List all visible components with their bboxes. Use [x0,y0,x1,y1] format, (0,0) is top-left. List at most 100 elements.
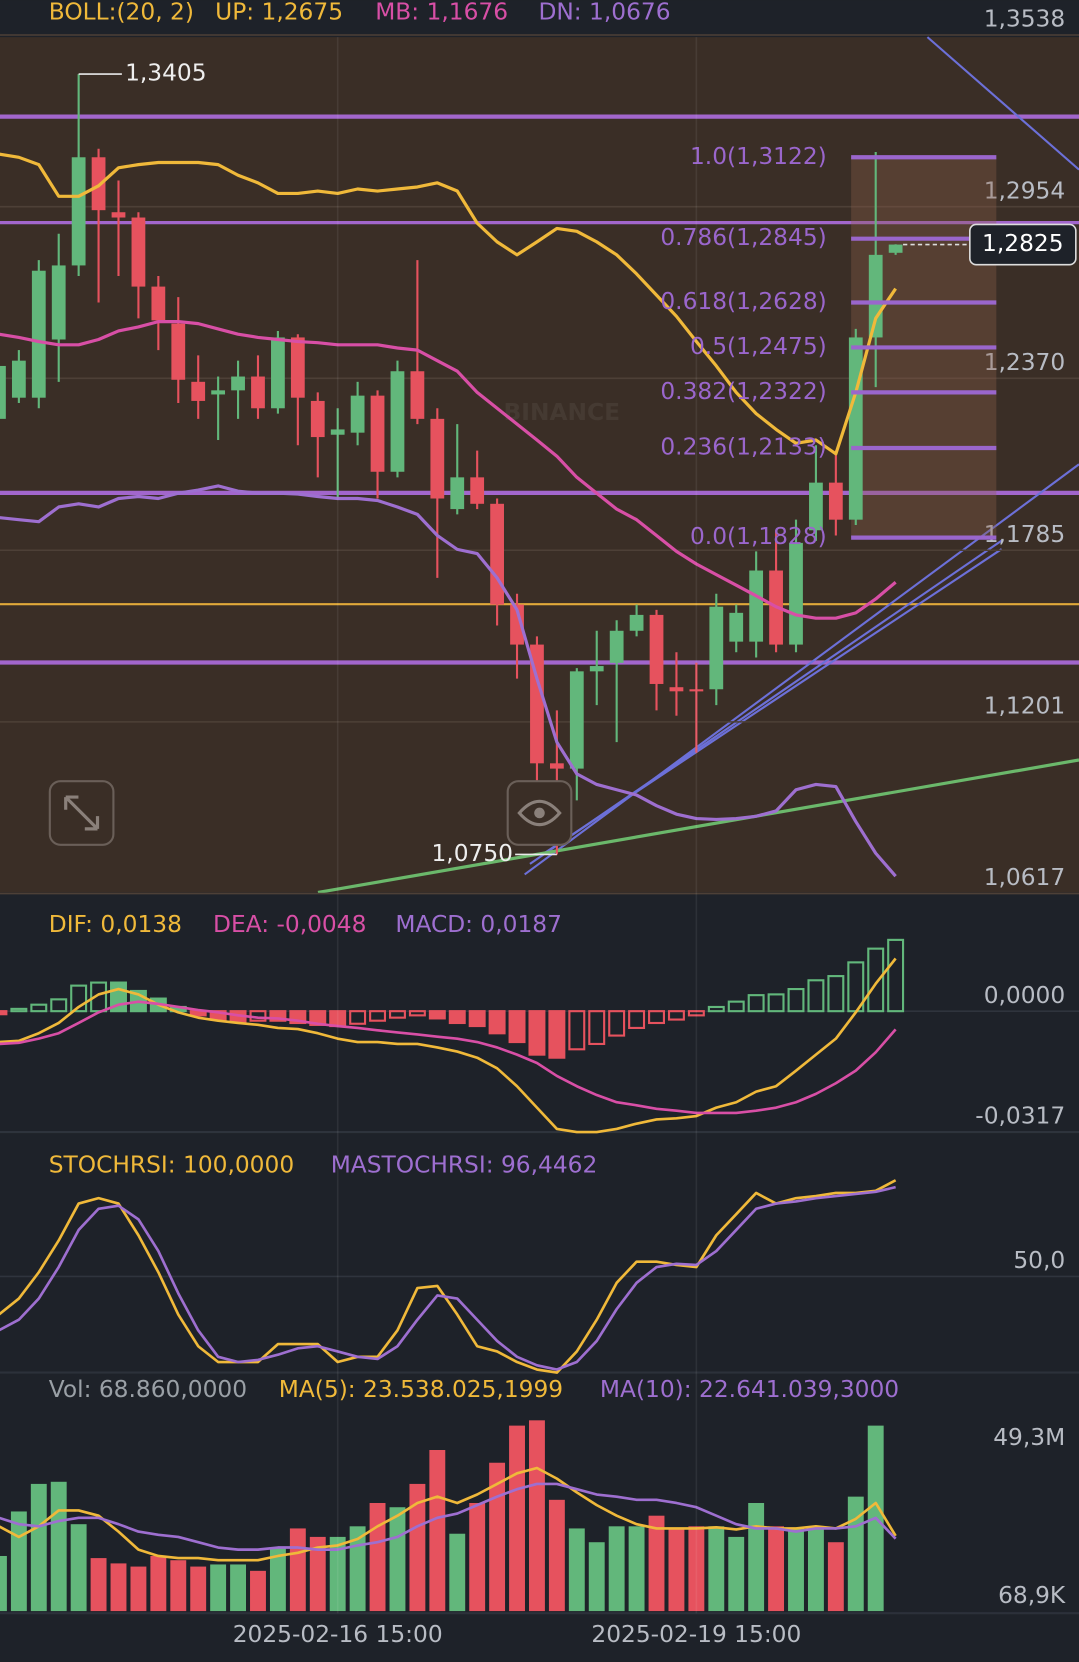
volume-bar [10,1511,27,1612]
candle-body [629,614,644,631]
legend-entry: MA(10): 22.641.039,3000 [600,1376,899,1403]
series-line [0,1185,896,1371]
y-tick-label: 1,3538 [984,6,1066,33]
macd-bar [767,993,785,1013]
volume-bar [210,1564,227,1612]
candle-body [350,395,365,433]
macd-bar [667,1010,685,1021]
fib-label: 0.0(1,1828) [690,523,827,550]
fib-label: 0.5(1,2475) [690,333,827,360]
series-line [0,1482,897,1551]
candle-body [669,687,684,692]
candle-body [131,217,146,287]
fib-label: 0.618(1,2628) [660,288,826,315]
legend-entry: MASTOCHRSI: 96,4462 [331,1151,598,1178]
candle-body [0,365,6,419]
volume-bar [170,1560,187,1612]
candle-body [749,570,764,642]
volume-bar [827,1542,844,1612]
macd-bar [608,1010,626,1037]
macd-bar [687,1010,705,1017]
candle-body [330,429,345,435]
candle-body [251,376,265,409]
macd-bar [448,1010,466,1025]
macd-bar [548,1010,566,1059]
candle-body [589,666,604,672]
candle-body [510,604,524,645]
macd-bar [388,1010,406,1019]
eye-icon [517,799,562,827]
candle-body [888,244,903,253]
macd-bar [30,1003,48,1013]
y-tick-label: 68,9K [998,1582,1066,1609]
candle-body [450,477,465,510]
legend-entry: MACD: 0,0187 [395,911,562,938]
volume-bar [269,1547,286,1612]
macd-bar [428,1010,446,1020]
volume-bar [469,1502,486,1612]
candle-body [490,503,504,605]
candle-body [231,376,245,391]
volume-bar [628,1526,645,1612]
volume-bar [50,1481,67,1612]
volume-bar [509,1425,525,1612]
legend-entry: MA(5): 23.538.025,1999 [279,1376,563,1403]
volume-bar [250,1570,266,1612]
low-label: 1,0750 [431,840,513,867]
trend-line [317,758,1079,895]
volume-bar [708,1526,725,1612]
x-tick-label: 2025-02-16 15:00 [233,1621,443,1648]
y-tick-label: 0,0000 [984,982,1066,1009]
macd-bar [269,1010,287,1022]
y-tick-label: 49,3M [993,1424,1065,1451]
expand-icon [64,795,100,831]
candle-body [609,630,624,663]
volume-bar [688,1526,705,1612]
macd-bar [568,1010,586,1051]
candle-body [11,360,26,398]
macd-bar [488,1010,506,1035]
y-tick-label: 1,0617 [984,864,1066,891]
macd-bar [0,1010,8,1016]
visibility-button[interactable] [506,780,573,846]
volume-bar [807,1526,824,1612]
y-tick-label: 1,2370 [984,349,1066,376]
candle-body [51,265,66,340]
volume-bar [309,1536,326,1612]
series-line [0,1179,897,1374]
legend-entry: UP: 1,2675 [215,0,343,25]
fullscreen-button[interactable] [48,780,115,846]
candle-body [31,270,46,398]
volume-bar [70,1524,87,1612]
volume-bar [568,1528,585,1612]
candle-body [470,477,485,504]
macd-bar [648,1010,665,1025]
candle-body [290,337,305,398]
macd-bar [787,987,805,1013]
candle-body [71,157,86,266]
macd-bar [408,1010,426,1017]
macd-bar [628,1010,646,1030]
fib-label: 0.236(1,2133) [660,433,826,460]
volume-bar [289,1528,306,1612]
last-price-box [969,223,1077,266]
volume-bar [150,1555,167,1612]
high-label: 1,3405 [125,60,207,87]
legend-entry: STOCHRSI: 100,0000 [49,1151,294,1178]
macd-bar [807,979,825,1013]
y-tick-label: 1,1785 [984,521,1066,548]
candle-body [370,395,385,472]
candle-body [191,381,206,401]
series-line [0,320,897,620]
fib-label: 0.382(1,2322) [660,378,826,405]
volume-bar [30,1483,47,1612]
volume-bar [489,1462,506,1612]
legend-entry: MB: 1,1676 [375,0,508,25]
trend-line [542,548,1003,856]
macd-bar [747,994,765,1013]
candle-body [211,390,226,395]
legend-entry: Vol: 68.860,0000 [49,1376,247,1403]
series-line [0,1000,897,1115]
